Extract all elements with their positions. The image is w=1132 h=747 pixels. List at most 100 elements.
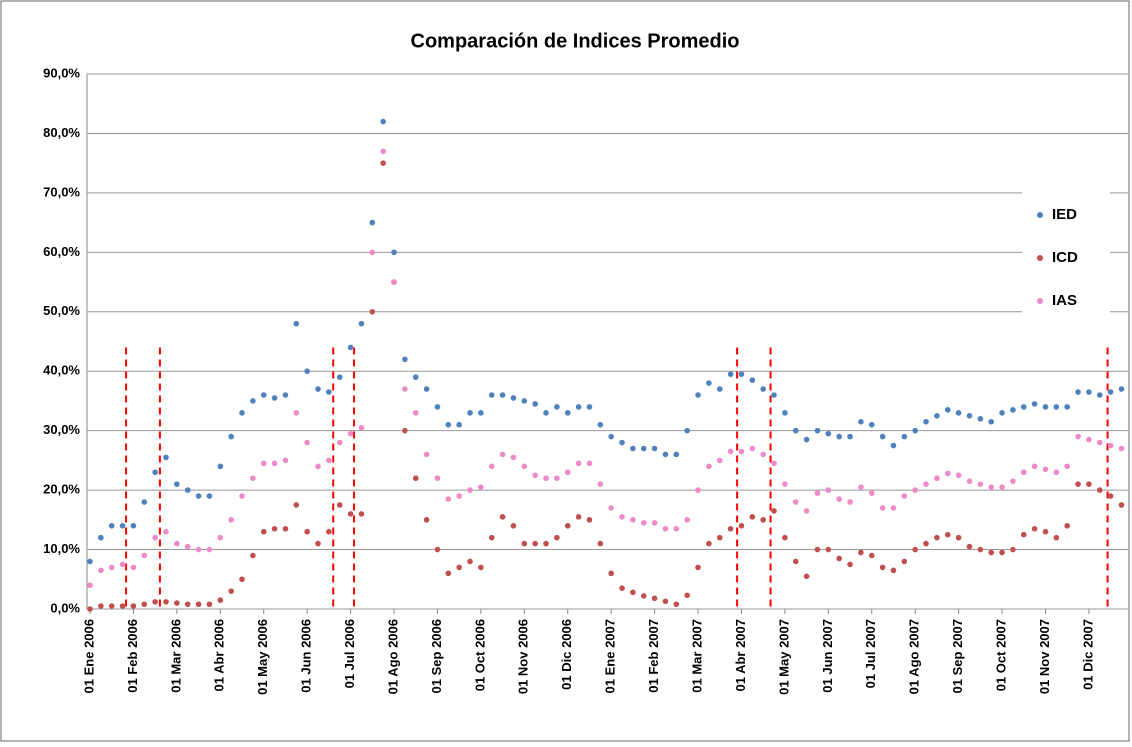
data-point xyxy=(901,558,908,565)
data-point xyxy=(184,543,191,550)
data-point xyxy=(282,392,289,398)
data-point xyxy=(706,463,712,470)
data-point xyxy=(304,368,310,375)
data-point xyxy=(771,508,777,514)
data-point xyxy=(988,549,994,556)
data-point xyxy=(586,460,593,467)
data-point xyxy=(706,540,712,547)
x-tick-label: 01 Feb 2006 xyxy=(125,619,140,693)
data-point xyxy=(119,603,126,609)
legend-label: IED xyxy=(1052,206,1077,223)
data-point xyxy=(890,442,897,449)
data-point xyxy=(988,418,994,425)
data-point xyxy=(315,386,321,392)
data-point xyxy=(630,445,636,452)
data-point xyxy=(879,564,886,571)
data-point xyxy=(478,410,484,416)
data-point xyxy=(98,603,104,609)
data-point xyxy=(315,540,321,547)
data-point xyxy=(749,514,756,520)
data-point xyxy=(119,561,126,568)
data-point xyxy=(380,118,386,125)
data-point xyxy=(445,496,452,502)
data-point xyxy=(760,386,766,392)
data-point xyxy=(174,540,180,547)
data-point xyxy=(716,534,723,541)
data-point xyxy=(282,525,289,532)
data-point xyxy=(369,219,376,226)
data-point xyxy=(98,534,104,541)
x-tick-label: 01 May 2007 xyxy=(776,619,791,695)
data-point xyxy=(912,487,918,493)
data-point xyxy=(347,511,354,517)
data-point xyxy=(326,457,332,464)
data-point xyxy=(619,514,625,520)
data-point xyxy=(1075,433,1081,440)
data-point xyxy=(217,534,224,541)
data-point xyxy=(738,371,745,377)
data-point xyxy=(1010,546,1016,553)
data-point xyxy=(1020,404,1027,410)
data-point xyxy=(564,469,571,476)
data-point xyxy=(412,475,419,482)
data-point xyxy=(803,436,810,443)
x-tick-label: 01 Ene 2006 xyxy=(81,619,96,693)
data-point xyxy=(521,540,528,547)
data-point xyxy=(543,540,549,547)
legend-marker xyxy=(1037,212,1043,218)
data-point xyxy=(868,552,875,559)
data-point xyxy=(944,407,951,413)
data-point xyxy=(1118,502,1125,508)
data-point xyxy=(260,392,267,398)
data-point xyxy=(141,552,148,559)
data-point xyxy=(716,386,723,392)
data-point xyxy=(510,522,517,529)
data-point xyxy=(847,499,853,505)
data-point xyxy=(934,413,940,419)
data-point xyxy=(304,439,310,446)
data-point xyxy=(608,505,614,511)
data-point xyxy=(271,395,278,401)
data-point xyxy=(250,552,256,559)
data-point xyxy=(836,433,842,440)
data-point xyxy=(152,469,158,476)
data-point xyxy=(445,570,452,577)
x-tick-label: 01 Sep 2006 xyxy=(429,619,444,693)
x-tick-label: 01 Nov 2006 xyxy=(516,619,531,694)
x-tick-label: 01 Ago 2006 xyxy=(385,619,400,694)
data-point xyxy=(347,430,354,437)
x-tick-label: 01 May 2006 xyxy=(255,619,270,695)
data-point xyxy=(923,540,929,547)
data-point xyxy=(651,595,658,602)
data-point xyxy=(782,534,788,541)
data-point xyxy=(597,481,604,487)
data-point xyxy=(858,484,864,490)
data-point xyxy=(347,344,354,351)
data-point xyxy=(1064,404,1070,410)
data-point xyxy=(1053,469,1060,476)
data-point xyxy=(391,249,397,256)
data-point xyxy=(955,534,962,541)
data-point xyxy=(1118,445,1125,452)
data-point xyxy=(445,421,452,428)
x-tick-label: 01 Sep 2007 xyxy=(950,619,965,693)
data-point xyxy=(977,481,984,487)
data-point xyxy=(402,386,408,392)
data-point xyxy=(890,505,897,511)
data-point xyxy=(98,567,104,574)
x-tick-label: 01 Feb 2007 xyxy=(646,619,661,693)
y-tick-label: 30,0% xyxy=(43,422,80,437)
data-point xyxy=(163,599,169,605)
data-point xyxy=(402,356,408,363)
data-point xyxy=(412,410,419,416)
y-tick-label: 20,0% xyxy=(43,482,80,497)
data-point xyxy=(847,433,853,440)
data-point xyxy=(380,160,386,166)
data-point xyxy=(1042,404,1049,410)
data-point xyxy=(608,433,614,440)
data-point xyxy=(586,517,593,523)
data-point xyxy=(293,410,300,416)
data-point xyxy=(912,427,918,434)
data-point xyxy=(217,463,224,470)
data-point xyxy=(966,413,973,419)
